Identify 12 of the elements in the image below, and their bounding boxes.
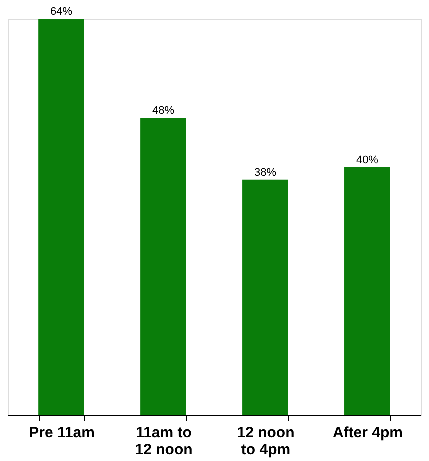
bar: [344, 168, 390, 415]
data-label: 64%: [50, 6, 73, 18]
x-tick-label: Pre 11am: [29, 424, 95, 442]
bar: [140, 118, 186, 415]
bar: [242, 180, 288, 415]
data-label: 48%: [152, 105, 175, 117]
data-label: 38%: [254, 166, 277, 179]
bar: [38, 19, 84, 415]
data-label: 40%: [356, 154, 379, 166]
x-tick-label: After 4pm: [332, 424, 403, 442]
x-tick-label: 11am to 12 noon: [135, 424, 193, 458]
x-tick-label: 12 noon to 4pm: [237, 424, 295, 458]
